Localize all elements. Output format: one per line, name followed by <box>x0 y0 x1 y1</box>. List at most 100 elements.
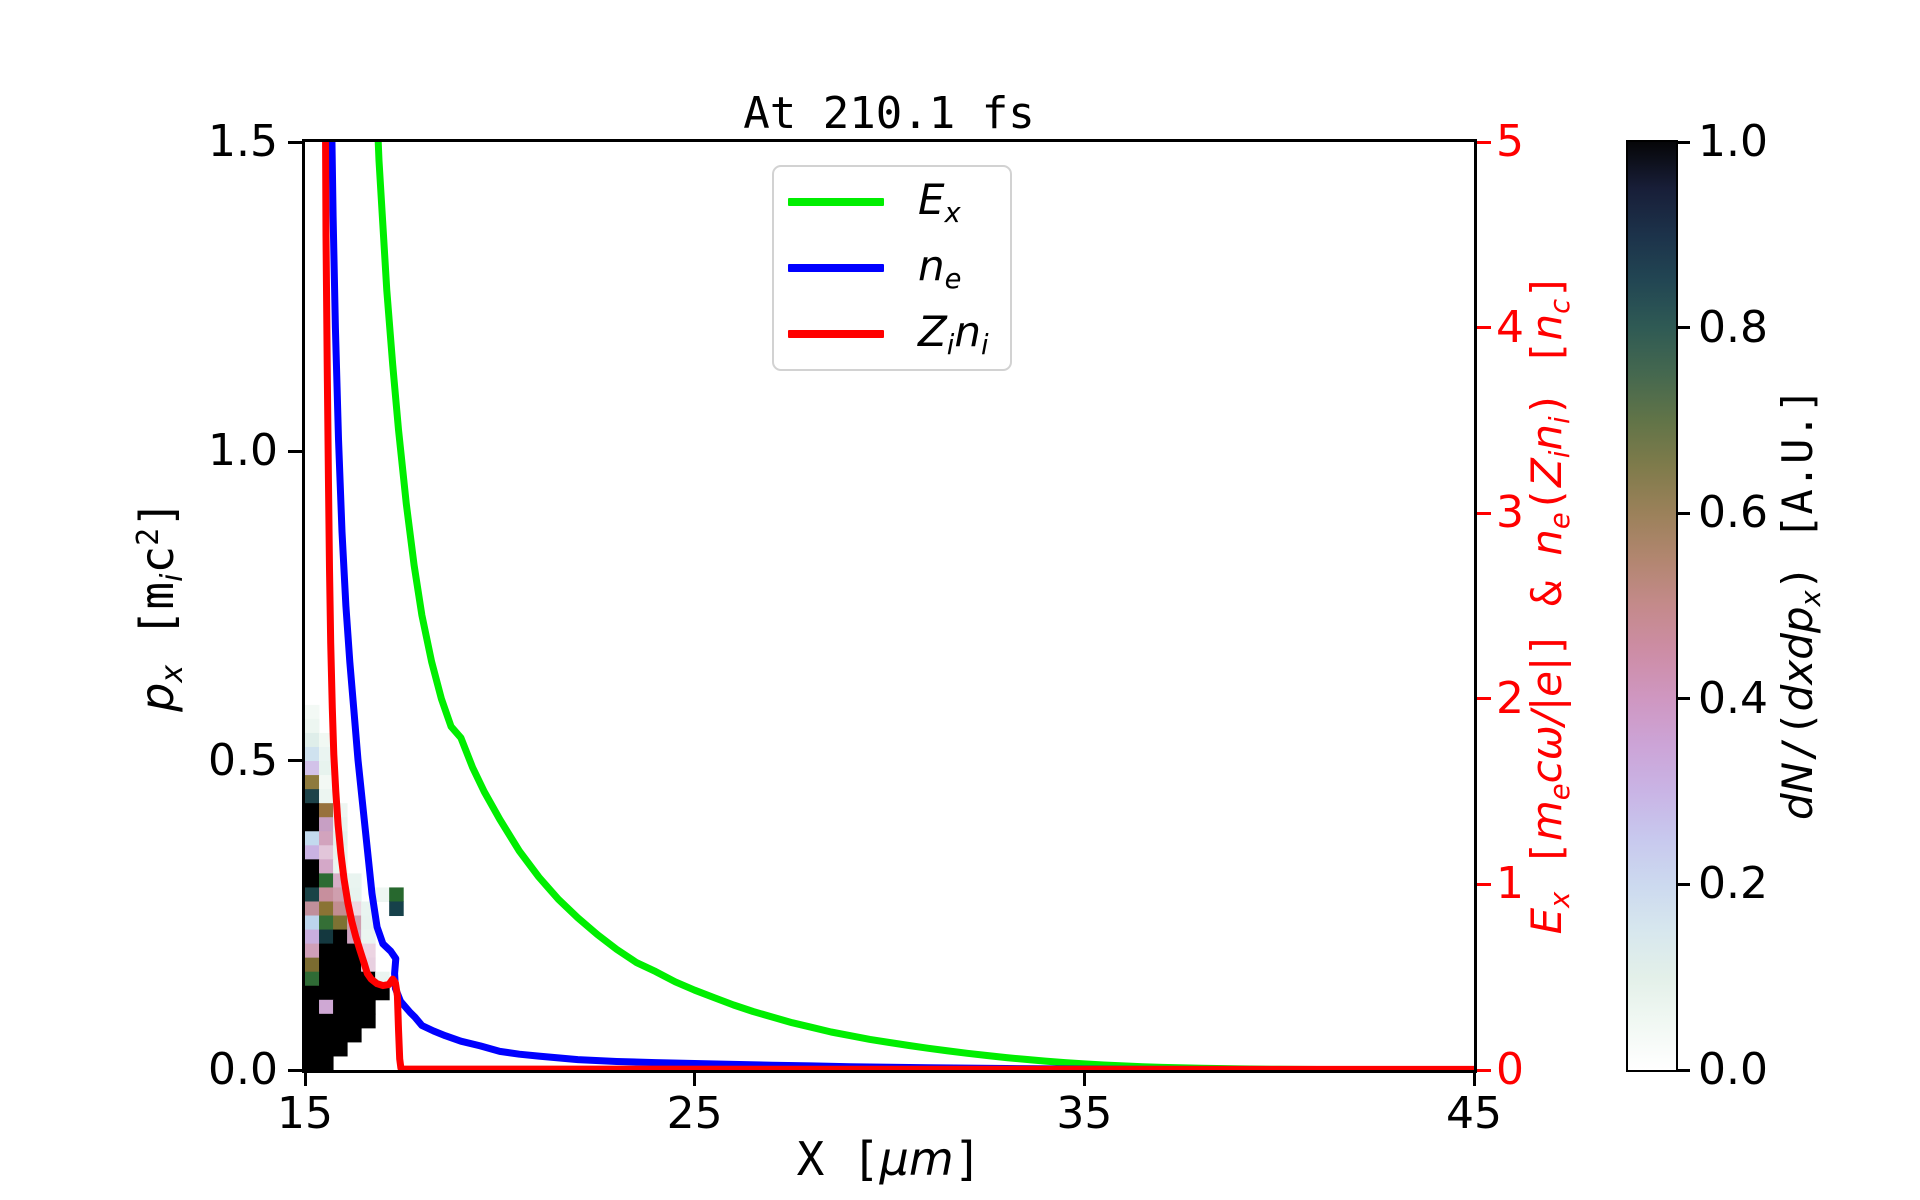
legend-entry-ne: ne <box>774 241 1010 295</box>
colorbar-tickmark <box>1678 882 1690 886</box>
heatmap-cell <box>305 1013 320 1029</box>
legend-entry-zini: Zini <box>774 307 1010 361</box>
label-segment: ) <box>1772 539 1822 591</box>
label-segment: n <box>954 306 981 356</box>
label-segment: n <box>918 240 945 290</box>
label-segment: x <box>1545 891 1577 908</box>
right-tickmark <box>1477 140 1491 144</box>
x-tick-label: 25 <box>666 1088 723 1139</box>
plot-title: At 210.1 fs <box>743 88 1035 139</box>
heatmap-cell <box>333 901 348 917</box>
label-segment: e <box>944 264 962 296</box>
right-tickmark <box>1477 1068 1491 1072</box>
colorbar-tickmark <box>1678 326 1690 330</box>
x-tickmark <box>1472 1073 1476 1086</box>
left-tickmark <box>288 449 302 453</box>
heatmap-cell <box>347 957 362 973</box>
x-tickmark <box>693 1073 697 1086</box>
label-segment: Z <box>1521 458 1571 487</box>
heatmap-cell <box>305 1027 320 1043</box>
label-segment: dN <box>1772 761 1822 820</box>
legend-line-zini <box>788 330 884 338</box>
heatmap-cell <box>319 817 334 832</box>
left-tickmark <box>288 1068 302 1072</box>
legend-label-zini: Zini <box>918 307 989 361</box>
heatmap-cell <box>305 887 320 902</box>
heatmap-cell <box>347 887 362 902</box>
right-tick-label: 4 <box>1496 301 1524 353</box>
colorbar-tick-label: 0.2 <box>1698 858 1768 910</box>
heatmap-cell <box>305 901 320 917</box>
heatmap-cell <box>319 1013 334 1029</box>
heatmap-cell <box>305 789 320 804</box>
x-tick-label: 35 <box>1056 1088 1113 1139</box>
colorbar-label: dN/(dxdpx) [A.U.] <box>1773 388 1827 820</box>
left-tickmark <box>288 140 302 144</box>
right-tickmark <box>1477 326 1491 330</box>
left-tick-label: 0.0 <box>208 1044 278 1095</box>
x-tick-label: 45 <box>1446 1088 1502 1139</box>
label-segment: 2 <box>131 527 167 546</box>
legend-line-ne <box>788 264 884 272</box>
heatmap-cell <box>305 704 320 720</box>
left-tick-label: 1.5 <box>208 116 278 167</box>
heatmap-cell <box>333 1041 348 1057</box>
heatmap-cell <box>319 999 334 1015</box>
heatmap-cell <box>305 718 320 734</box>
heatmap-cell <box>305 1055 320 1070</box>
heatmap-cell <box>333 971 348 987</box>
label-segment: e <box>1545 783 1577 801</box>
label-segment: n <box>1521 313 1571 341</box>
legend-label-ex: Ex <box>918 175 961 229</box>
heatmap-cell <box>319 985 334 1001</box>
left-tick-label: 1.0 <box>208 425 278 477</box>
heatmap-cell <box>347 985 362 1001</box>
curve-E_x <box>374 142 1474 1070</box>
heatmap-cell <box>305 859 320 874</box>
heatmap-cell <box>319 746 334 762</box>
y-axis-label-right: Ex [mecω/|e|] & ne(Zini) [nc] <box>1522 274 1576 935</box>
label-segment: [A.U.] <box>1772 388 1822 540</box>
heatmap-cell <box>361 999 376 1015</box>
heatmap-cell <box>389 887 404 902</box>
colorbar-tick-label: 0.8 <box>1698 301 1768 353</box>
heatmap-cell <box>319 971 334 987</box>
label-segment: ] <box>130 500 185 528</box>
label-segment: x <box>154 664 190 683</box>
heatmap-cell <box>319 761 334 776</box>
label-segment: i <box>981 330 989 362</box>
heatmap-cell <box>305 775 320 790</box>
x-tick-label: 15 <box>277 1088 333 1139</box>
heatmap-cell <box>319 1041 334 1057</box>
label-segment: E <box>918 174 945 224</box>
label-segment: e <box>1545 512 1577 530</box>
x-axis-label: X [μm] <box>797 1132 982 1186</box>
heatmap-cell <box>319 789 334 804</box>
label-segment: i <box>1545 416 1577 424</box>
label-segment: i <box>1545 450 1577 459</box>
heatmap-cell <box>319 831 334 846</box>
label-segment: ] & <box>1521 555 1571 657</box>
left-tickmark <box>288 759 302 763</box>
heatmap-cell <box>305 831 320 846</box>
heatmap-cell <box>305 915 320 931</box>
heatmap-cell <box>319 887 334 902</box>
heatmap-cell <box>361 1013 376 1029</box>
label-segment: cω/|e| <box>1521 656 1571 784</box>
heatmap-cell <box>319 957 334 973</box>
heatmap-cell <box>333 957 348 973</box>
heatmap-cell <box>319 873 334 888</box>
heatmap-cell <box>305 845 320 860</box>
right-tickmark <box>1477 511 1491 515</box>
heatmap-cell <box>305 803 320 818</box>
label-segment: m <box>1521 800 1571 842</box>
label-segment: p <box>130 682 185 712</box>
label-segment: i <box>154 573 190 582</box>
heatmap-cell <box>333 985 348 1001</box>
label-segment: μm <box>879 1132 954 1186</box>
heatmap-cell <box>319 1055 334 1070</box>
label-segment: X [ <box>796 1132 880 1186</box>
heatmap-cell <box>305 761 320 776</box>
heatmap-cell <box>347 873 362 888</box>
